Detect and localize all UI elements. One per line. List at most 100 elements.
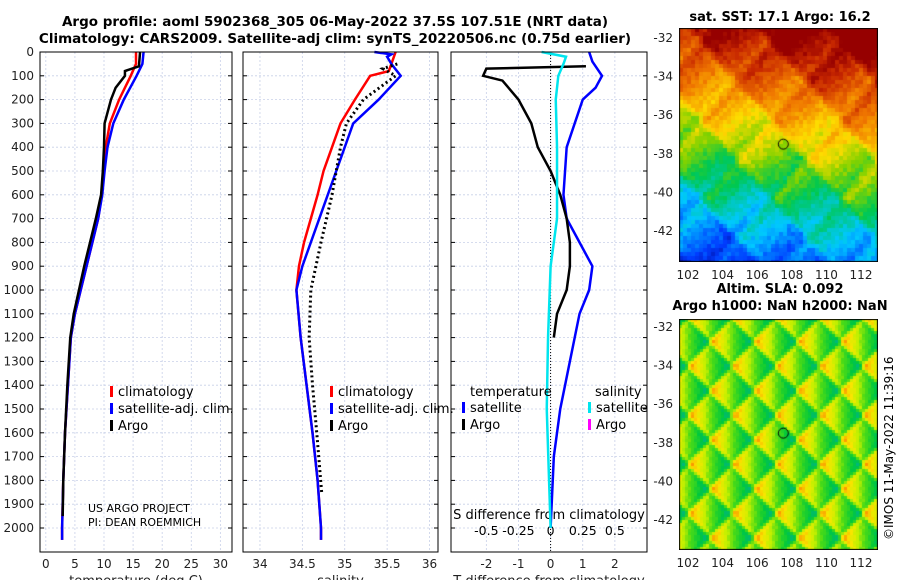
argo-profile-figure: Argo profile: aoml 5902368_305 06-May-20…	[0, 0, 900, 580]
map-x-tick-label: 102	[677, 556, 700, 570]
x2-tick-label: -0.25	[502, 523, 534, 538]
x-tick-label: 15	[125, 557, 140, 571]
legend-swatch	[588, 419, 591, 430]
map-y-tick-label: -36	[653, 108, 673, 122]
map-y-tick-label: -32	[653, 31, 673, 45]
y-tick-label: 1600	[3, 426, 34, 440]
legend-swatch	[462, 402, 465, 413]
x-tick-label: 36	[422, 557, 437, 571]
legend-label: climatology	[338, 385, 414, 400]
map-y-tick-label: -42	[653, 224, 673, 238]
x2-tick-label: 0.25	[569, 523, 597, 538]
x-tick-label: 5	[71, 557, 79, 571]
map-x-tick-label: 106	[746, 268, 769, 282]
x-tick-label: 10	[96, 557, 111, 571]
x-tick-label: 2	[611, 557, 619, 571]
y-tick-label: 700	[11, 212, 34, 226]
credit-text: ©IMOS 11-May-2022 11:39:16	[882, 356, 896, 540]
sst-map	[679, 28, 878, 262]
y-tick-label: 1900	[3, 497, 34, 511]
map-y-tick-label: -32	[653, 320, 673, 334]
y-tick-label: 500	[11, 164, 34, 178]
legend-label: satellite-adj. clim.	[118, 402, 234, 417]
series-line-climatology	[62, 52, 136, 540]
map-y-tick-label: -34	[653, 70, 673, 84]
map-y-tick-label: -40	[653, 474, 673, 488]
x-axis-label: T difference from climatology	[452, 574, 645, 580]
y-tick-label: 1200	[3, 331, 34, 345]
series-line-satellite-adj-clim-	[62, 52, 143, 540]
legend-label: satellite-adj. clim.	[338, 402, 454, 417]
x-tick-label: -1	[512, 557, 524, 571]
y-tick-label: 0	[26, 45, 34, 59]
x-axis-label: salinity	[317, 574, 364, 580]
sst-map-title: sat. SST: 17.1 Argo: 16.2	[665, 10, 895, 25]
map-x-tick-label: 112	[850, 556, 873, 570]
legend-swatch	[462, 419, 465, 430]
plot-frame	[40, 52, 232, 552]
map-x-tick-label: 110	[815, 556, 838, 570]
x-tick-label: -2	[480, 557, 492, 571]
legend-label: Argo	[596, 418, 626, 433]
y-tick-label: 100	[11, 69, 34, 83]
legend-label: satellite	[596, 401, 648, 416]
legend-label: Argo	[470, 418, 500, 433]
y-tick-label: 900	[11, 259, 34, 273]
map-y-tick-label: -36	[653, 397, 673, 411]
y-tick-label: 400	[11, 140, 34, 154]
x2-tick-label: -0.5	[474, 523, 498, 538]
x-tick-label: 20	[155, 557, 170, 571]
y-tick-label: 1400	[3, 378, 34, 392]
legend-swatch	[110, 386, 113, 397]
legend-label: climatology	[118, 385, 194, 400]
y-tick-label: 1100	[3, 307, 34, 321]
y-tick-label: 1700	[3, 450, 34, 464]
sla-map	[679, 319, 878, 550]
y-tick-label: 300	[11, 116, 34, 130]
y-tick-label: 1500	[3, 402, 34, 416]
sla-map-title2: Argo h1000: NaN h2000: NaN	[665, 299, 895, 314]
x-tick-label: 34	[252, 557, 267, 571]
y-tick-label: 600	[11, 188, 34, 202]
map-x-tick-label: 112	[850, 268, 873, 282]
map-y-tick-label: -42	[653, 513, 673, 527]
map-x-tick-label: 104	[711, 268, 734, 282]
y-tick-label: 2000	[3, 521, 34, 535]
map-y-tick-label: -34	[653, 359, 673, 373]
map-x-tick-label: 108	[780, 556, 803, 570]
x-tick-label: 35.5	[374, 557, 401, 571]
series-line-t-argo	[483, 66, 586, 337]
map-y-tick-label: -38	[653, 147, 673, 161]
series-line-argo	[63, 52, 140, 516]
legend-swatch	[330, 386, 333, 397]
legend-swatch	[330, 420, 333, 431]
legend-swatch	[110, 403, 113, 414]
map-x-tick-label: 110	[815, 268, 838, 282]
y-tick-label: 1300	[3, 354, 34, 368]
x-tick-label: 25	[184, 557, 199, 571]
x-tick-label: 0	[42, 557, 50, 571]
x2-tick-label: 0.5	[605, 523, 625, 538]
y-tick-label: 200	[11, 93, 34, 107]
x-tick-label: 1	[579, 557, 587, 571]
map-x-tick-label: 104	[711, 556, 734, 570]
project-note: PI: DEAN ROEMMICH	[88, 516, 201, 529]
x-tick-label: 30	[213, 557, 228, 571]
y-tick-label: 800	[11, 235, 34, 249]
map-y-tick-label: -40	[653, 185, 673, 199]
x-tick-label: 35	[337, 557, 352, 571]
map-x-tick-label: 102	[677, 268, 700, 282]
legend-swatch	[110, 420, 113, 431]
legend-label: Argo	[118, 419, 148, 434]
legend-swatch	[330, 403, 333, 414]
y-tick-label: 1000	[3, 283, 34, 297]
y-tick-label: 1800	[3, 473, 34, 487]
map-x-tick-label: 108	[780, 268, 803, 282]
legend-swatch	[588, 402, 591, 413]
map-y-tick-label: -38	[653, 436, 673, 450]
sla-map-title1: Altim. SLA: 0.092	[665, 282, 895, 297]
legend-label: satellite	[470, 401, 522, 416]
legend-label: Argo	[338, 419, 368, 434]
x-tick-label: 0	[547, 557, 555, 571]
legend-title-temperature: temperature	[470, 385, 552, 400]
